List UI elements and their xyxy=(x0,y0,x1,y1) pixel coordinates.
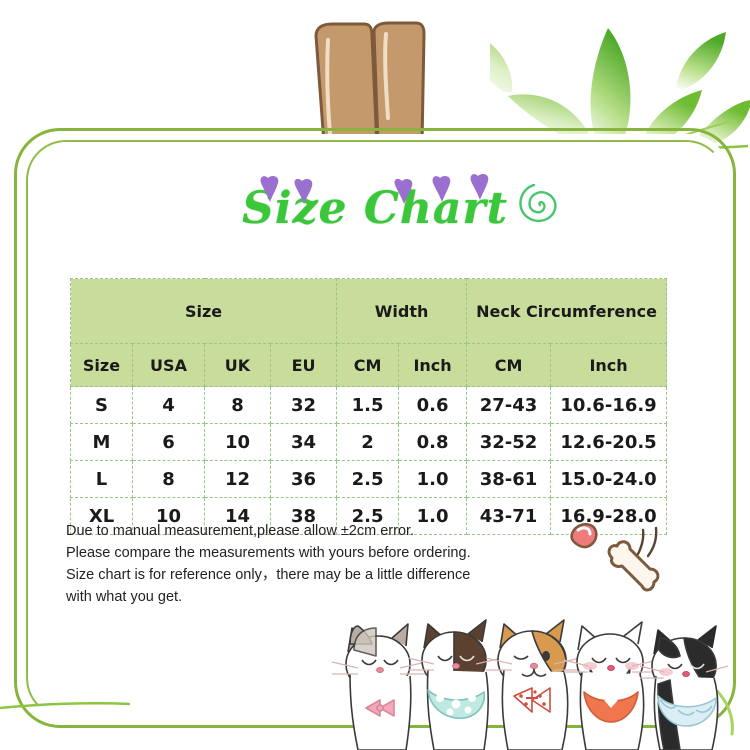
table-row: S 4 8 32 1.5 0.6 27-43 10.6-16.9 xyxy=(70,386,668,424)
cell-usa: 6 xyxy=(132,423,205,461)
group-header-neck-circumference: Neck Circumference xyxy=(466,278,668,344)
note-line-3: Size chart is for reference only，there m… xyxy=(66,567,471,583)
page-title: Size Chart xyxy=(242,183,508,234)
page-title-area: Size Chart xyxy=(0,173,750,258)
cell-uk: 8 xyxy=(204,386,271,424)
cat-1 xyxy=(331,623,427,750)
table-row: L 8 12 36 2.5 1.0 38-61 15.0-24.0 xyxy=(70,460,668,498)
cell-size: M xyxy=(70,423,133,461)
column-header-size: Size xyxy=(70,343,133,387)
note-line-2: Please compare the measurements with you… xyxy=(66,545,471,561)
cell-width-cm: 2 xyxy=(336,423,400,461)
group-header-width: Width xyxy=(336,278,468,344)
cell-eu: 32 xyxy=(269,386,338,424)
cell-eu: 34 xyxy=(269,423,338,461)
table-row: XL 10 14 38 2.5 1.0 43-71 16.9-28.0 xyxy=(70,497,668,535)
cell-width-cm: 2.5 xyxy=(336,497,400,535)
table-group-header-row: Size Width Neck Circumference xyxy=(69,278,668,344)
cell-width-inch: 0.8 xyxy=(398,423,468,461)
cell-neck-cm: 43-71 xyxy=(466,497,552,535)
cell-width-cm: 2.5 xyxy=(336,460,400,498)
size-chart-table-wrapper: Size Width Neck Circumference Size USA U… xyxy=(69,278,668,535)
note-line-1: Due to manual measurement,please allow ±… xyxy=(66,523,415,539)
cell-eu: 38 xyxy=(269,497,338,535)
cell-usa: 10 xyxy=(132,497,205,535)
motion-lines-icon xyxy=(636,526,658,558)
cell-neck-cm: 27-43 xyxy=(466,386,552,424)
snack-decoration xyxy=(560,512,680,612)
card-frame-inner xyxy=(26,140,726,718)
cell-neck-inch: 15.0-24.0 xyxy=(550,460,668,498)
cell-neck-inch: 10.6-16.9 xyxy=(550,386,668,424)
column-header-width-cm: CM xyxy=(336,343,400,387)
cat-5 xyxy=(639,625,729,750)
cell-uk: 10 xyxy=(204,423,271,461)
column-header-eu: EU xyxy=(269,343,338,387)
cell-neck-cm: 32-52 xyxy=(466,423,552,461)
cell-usa: 8 xyxy=(132,460,205,498)
cell-usa: 4 xyxy=(132,386,205,424)
group-header-size: Size xyxy=(69,278,338,344)
column-header-uk: UK xyxy=(204,343,271,387)
cell-eu: 36 xyxy=(269,460,338,498)
measurement-note: Due to manual measurement,please allow ±… xyxy=(66,520,546,608)
column-header-width-inch: Inch xyxy=(398,343,468,387)
note-line-4: with what you get. xyxy=(66,589,183,605)
cell-uk: 14 xyxy=(204,497,271,535)
table-row: M 6 10 34 2 0.8 32-52 12.6-20.5 xyxy=(70,423,668,461)
cat-4 xyxy=(563,621,659,750)
cartoon-cats-icon xyxy=(328,612,729,750)
cell-width-inch: 1.0 xyxy=(398,460,468,498)
hearts-icon xyxy=(250,173,510,204)
cat-3 xyxy=(485,619,581,750)
treat-icon xyxy=(570,522,598,549)
size-chart-table: Size Width Neck Circumference Size USA U… xyxy=(69,278,668,535)
cell-uk: 12 xyxy=(204,460,271,498)
bone-icon xyxy=(607,540,660,592)
column-header-usa: USA xyxy=(132,343,205,387)
cell-size: XL xyxy=(70,497,133,535)
cell-width-inch: 1.0 xyxy=(398,497,468,535)
spiral-icon xyxy=(516,182,562,228)
table-column-header-row: Size USA UK EU CM Inch CM Inch xyxy=(70,343,668,387)
cell-neck-inch: 16.9-28.0 xyxy=(550,497,668,535)
column-header-neck-inch: Inch xyxy=(550,343,668,387)
column-header-neck-cm: CM xyxy=(466,343,552,387)
cell-size: S xyxy=(70,386,133,424)
cell-neck-cm: 38-61 xyxy=(466,460,552,498)
cell-size: L xyxy=(70,460,133,498)
cell-width-inch: 0.6 xyxy=(398,386,468,424)
cell-width-cm: 1.5 xyxy=(336,386,400,424)
cat-2 xyxy=(407,619,503,750)
cell-neck-inch: 12.6-20.5 xyxy=(550,423,668,461)
